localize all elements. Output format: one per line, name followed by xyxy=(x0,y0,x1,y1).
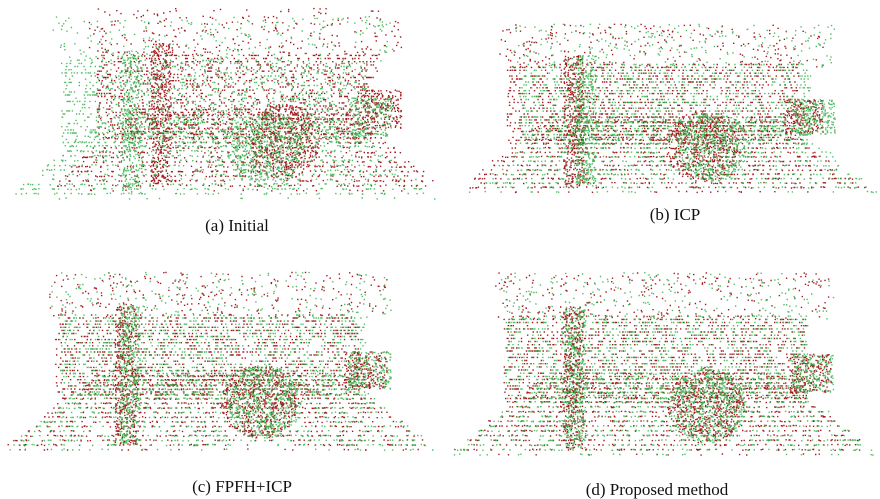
point-cloud-panel xyxy=(15,8,435,200)
source-cloud xyxy=(57,8,433,192)
caption: (d) Proposed method xyxy=(586,480,729,499)
caption: (c) FPFH+ICP xyxy=(192,477,292,496)
point-cloud-panel xyxy=(7,272,433,451)
figure: (a) Initial (b) ICP (c) FPFH+ICP (d) Pro… xyxy=(0,0,880,499)
caption: (a) Initial xyxy=(205,216,269,235)
figure-canvas: (a) Initial (b) ICP (c) FPFH+ICP (d) Pro… xyxy=(0,0,880,499)
caption: (b) ICP xyxy=(650,205,701,224)
point-cloud-panel xyxy=(469,24,877,193)
source-cloud xyxy=(454,272,860,456)
point-cloud-panel xyxy=(454,272,874,456)
target-cloud xyxy=(10,272,434,451)
